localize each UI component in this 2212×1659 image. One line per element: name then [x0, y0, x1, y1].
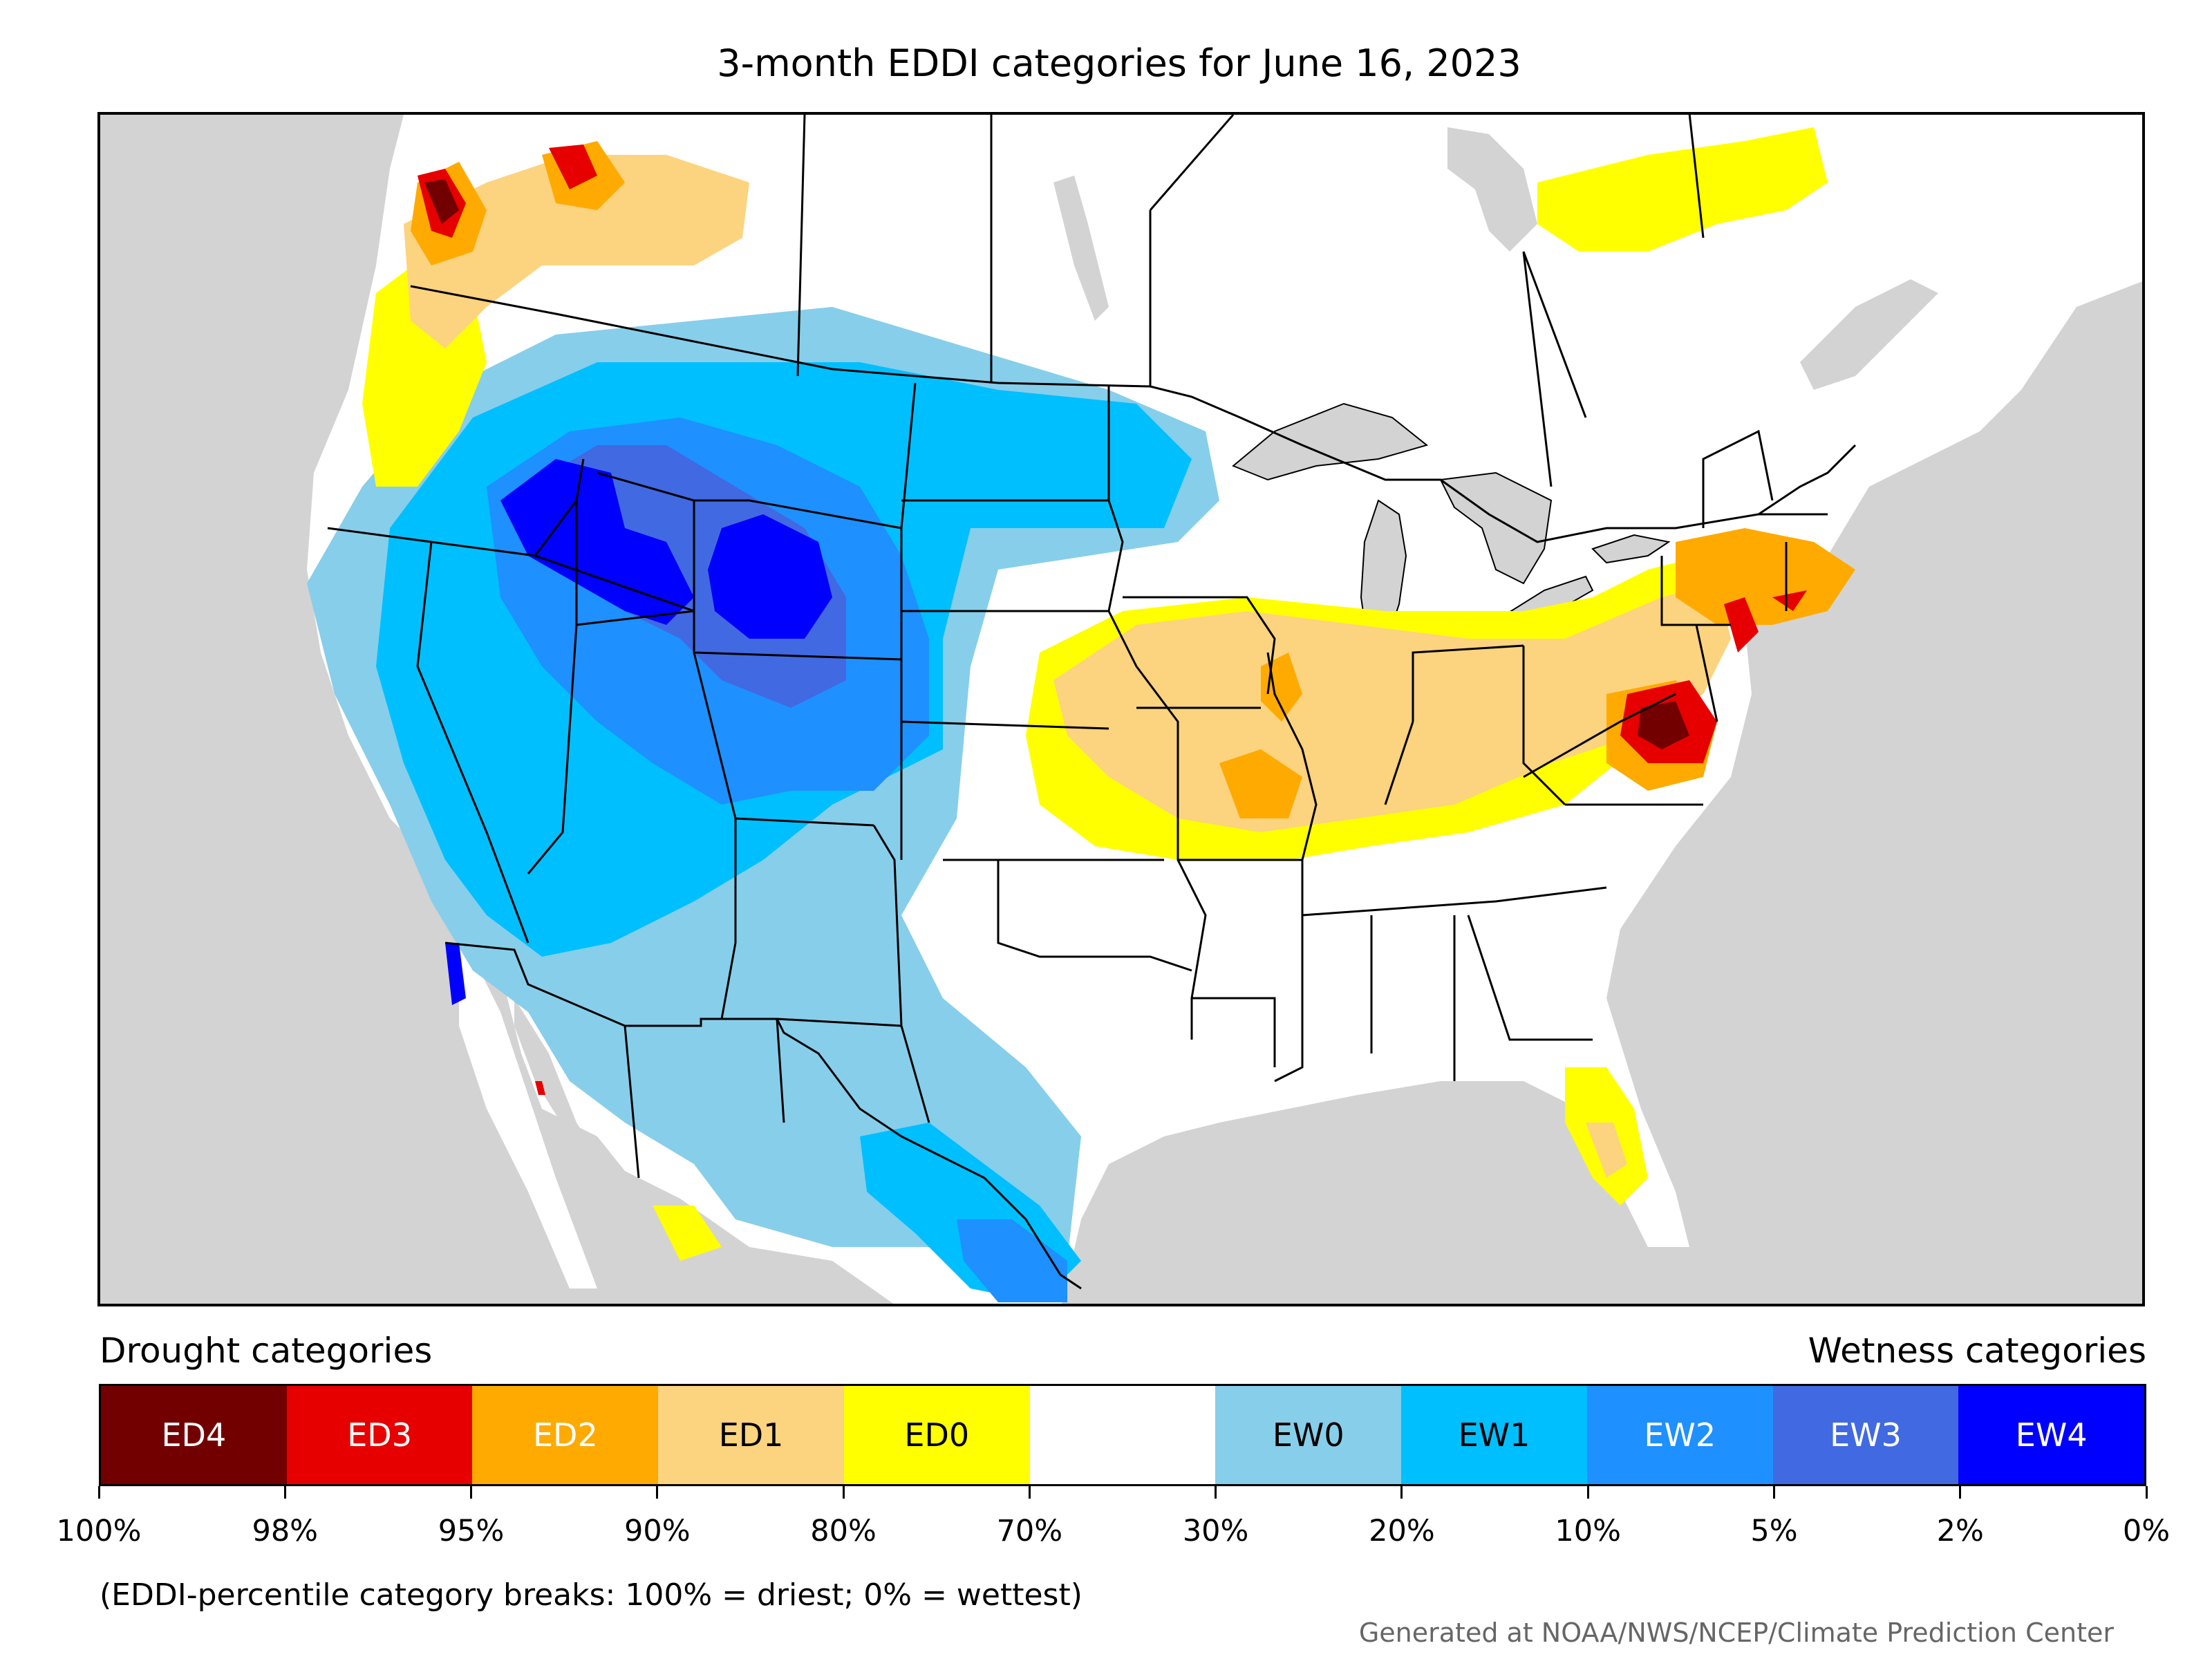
gulf-of-california [514, 998, 625, 1219]
colorbar-tick [1586, 1486, 1589, 1499]
colorbar-tick [842, 1486, 845, 1499]
map-canvas [100, 115, 2142, 1304]
ed4-virginia [1638, 701, 1689, 749]
colorbar-segment-ed2: ED2 [472, 1386, 659, 1484]
wetness-categories-label: Wetness categories [1808, 1331, 2146, 1371]
category-shading [307, 127, 1855, 1302]
ed3-bc [549, 144, 597, 189]
us-mexico-border [444, 941, 1082, 1290]
colorbar-tick-label: 2% [1936, 1514, 1984, 1548]
colorbar-tick [1959, 1486, 1962, 1499]
colorbar-segment-ed4: ED4 [101, 1386, 287, 1484]
colorbar-segment-ew4: EW4 [1958, 1386, 2145, 1484]
ed3-new-jersey [1724, 597, 1759, 653]
colorbar-tick [1400, 1486, 1403, 1499]
colorbar-segment-ed3: ED3 [286, 1386, 473, 1484]
ew4-wyoming [708, 514, 832, 639]
colorbar-tick [1215, 1486, 1217, 1499]
mexico-states [624, 1018, 930, 1179]
ed1-florida [1586, 1123, 1627, 1178]
colorbar-tick-label: 10% [1555, 1514, 1621, 1548]
ed2-missouri [1219, 749, 1302, 818]
lake-winnipeg [1053, 176, 1109, 321]
ed3-long-island [1772, 590, 1807, 611]
colorbar-segment-ew2: EW2 [1586, 1386, 1773, 1484]
colorbar-tick-label: 80% [810, 1514, 877, 1548]
state-lines-central [1107, 386, 1828, 1082]
canadian-provinces [796, 115, 1705, 487]
colorbar-tick [2145, 1486, 2148, 1499]
ed0-baja [653, 1206, 722, 1261]
colorbar-tick-label: 20% [1369, 1514, 1435, 1548]
colorbar-segment-ed1: ED1 [658, 1386, 844, 1484]
colorbar-tick [470, 1486, 473, 1499]
hudson-bay-edge [1447, 127, 1537, 252]
ew4-idaho [500, 459, 694, 625]
colorbar-tick-label: 98% [252, 1514, 319, 1548]
state-lines-west [327, 382, 1192, 1027]
map-title: 3-month EDDI categories for June 16, 202… [717, 41, 1521, 85]
percentile-note: (EDDI-percentile category breaks: 100% =… [100, 1577, 1082, 1613]
lake-superior [1232, 402, 1429, 481]
political-boundaries [327, 115, 1857, 1290]
baja-peninsula [459, 929, 597, 1288]
colorbar-segment-ew3: EW3 [1772, 1386, 1959, 1484]
colorbar-tick [1028, 1486, 1031, 1499]
colorbar-tick-label: 70% [996, 1514, 1063, 1548]
colorbar-tick [1772, 1486, 1775, 1499]
colorbar-tick-label: 5% [1750, 1514, 1798, 1548]
colorbar-tick [656, 1486, 659, 1499]
category-colorbar: ED4 ED3 ED2 ED1 ED0 EW0 EW1 EW2 EW3 EW4 [99, 1384, 2146, 1486]
drought-categories-label: Drought categories [100, 1331, 433, 1371]
st-lawrence-gulf [1800, 279, 1938, 390]
colorbar-tick-label: 30% [1182, 1514, 1249, 1548]
colorbar-tick-label: 0% [2122, 1514, 2171, 1548]
colorbar-tick [97, 1486, 100, 1499]
colorbar-segment-none [1029, 1386, 1216, 1484]
ew4-socal [445, 943, 466, 1005]
ed0-quebec [1537, 127, 1828, 252]
lake-ontario [1591, 534, 1671, 564]
colorbar-segment-ew0: EW0 [1215, 1386, 1402, 1484]
colorbar-tick-label: 95% [438, 1514, 505, 1548]
colorbar-segment-ew1: EW1 [1401, 1386, 1587, 1484]
colorbar-tick [283, 1486, 286, 1499]
credit-line: Generated at NOAA/NWS/NCEP/Climate Predi… [1358, 1618, 2114, 1648]
colorbar-tick-label: 100% [56, 1514, 142, 1548]
ed4-washington [424, 179, 459, 224]
colorbar-segment-ed0: ED0 [843, 1386, 1030, 1484]
ed3-mexico [535, 1081, 545, 1095]
ed2-northeast [1676, 528, 1855, 625]
eddi-map [97, 112, 2145, 1306]
colorbar-tick-label: 90% [624, 1514, 691, 1548]
ed1-northwest [404, 155, 749, 348]
